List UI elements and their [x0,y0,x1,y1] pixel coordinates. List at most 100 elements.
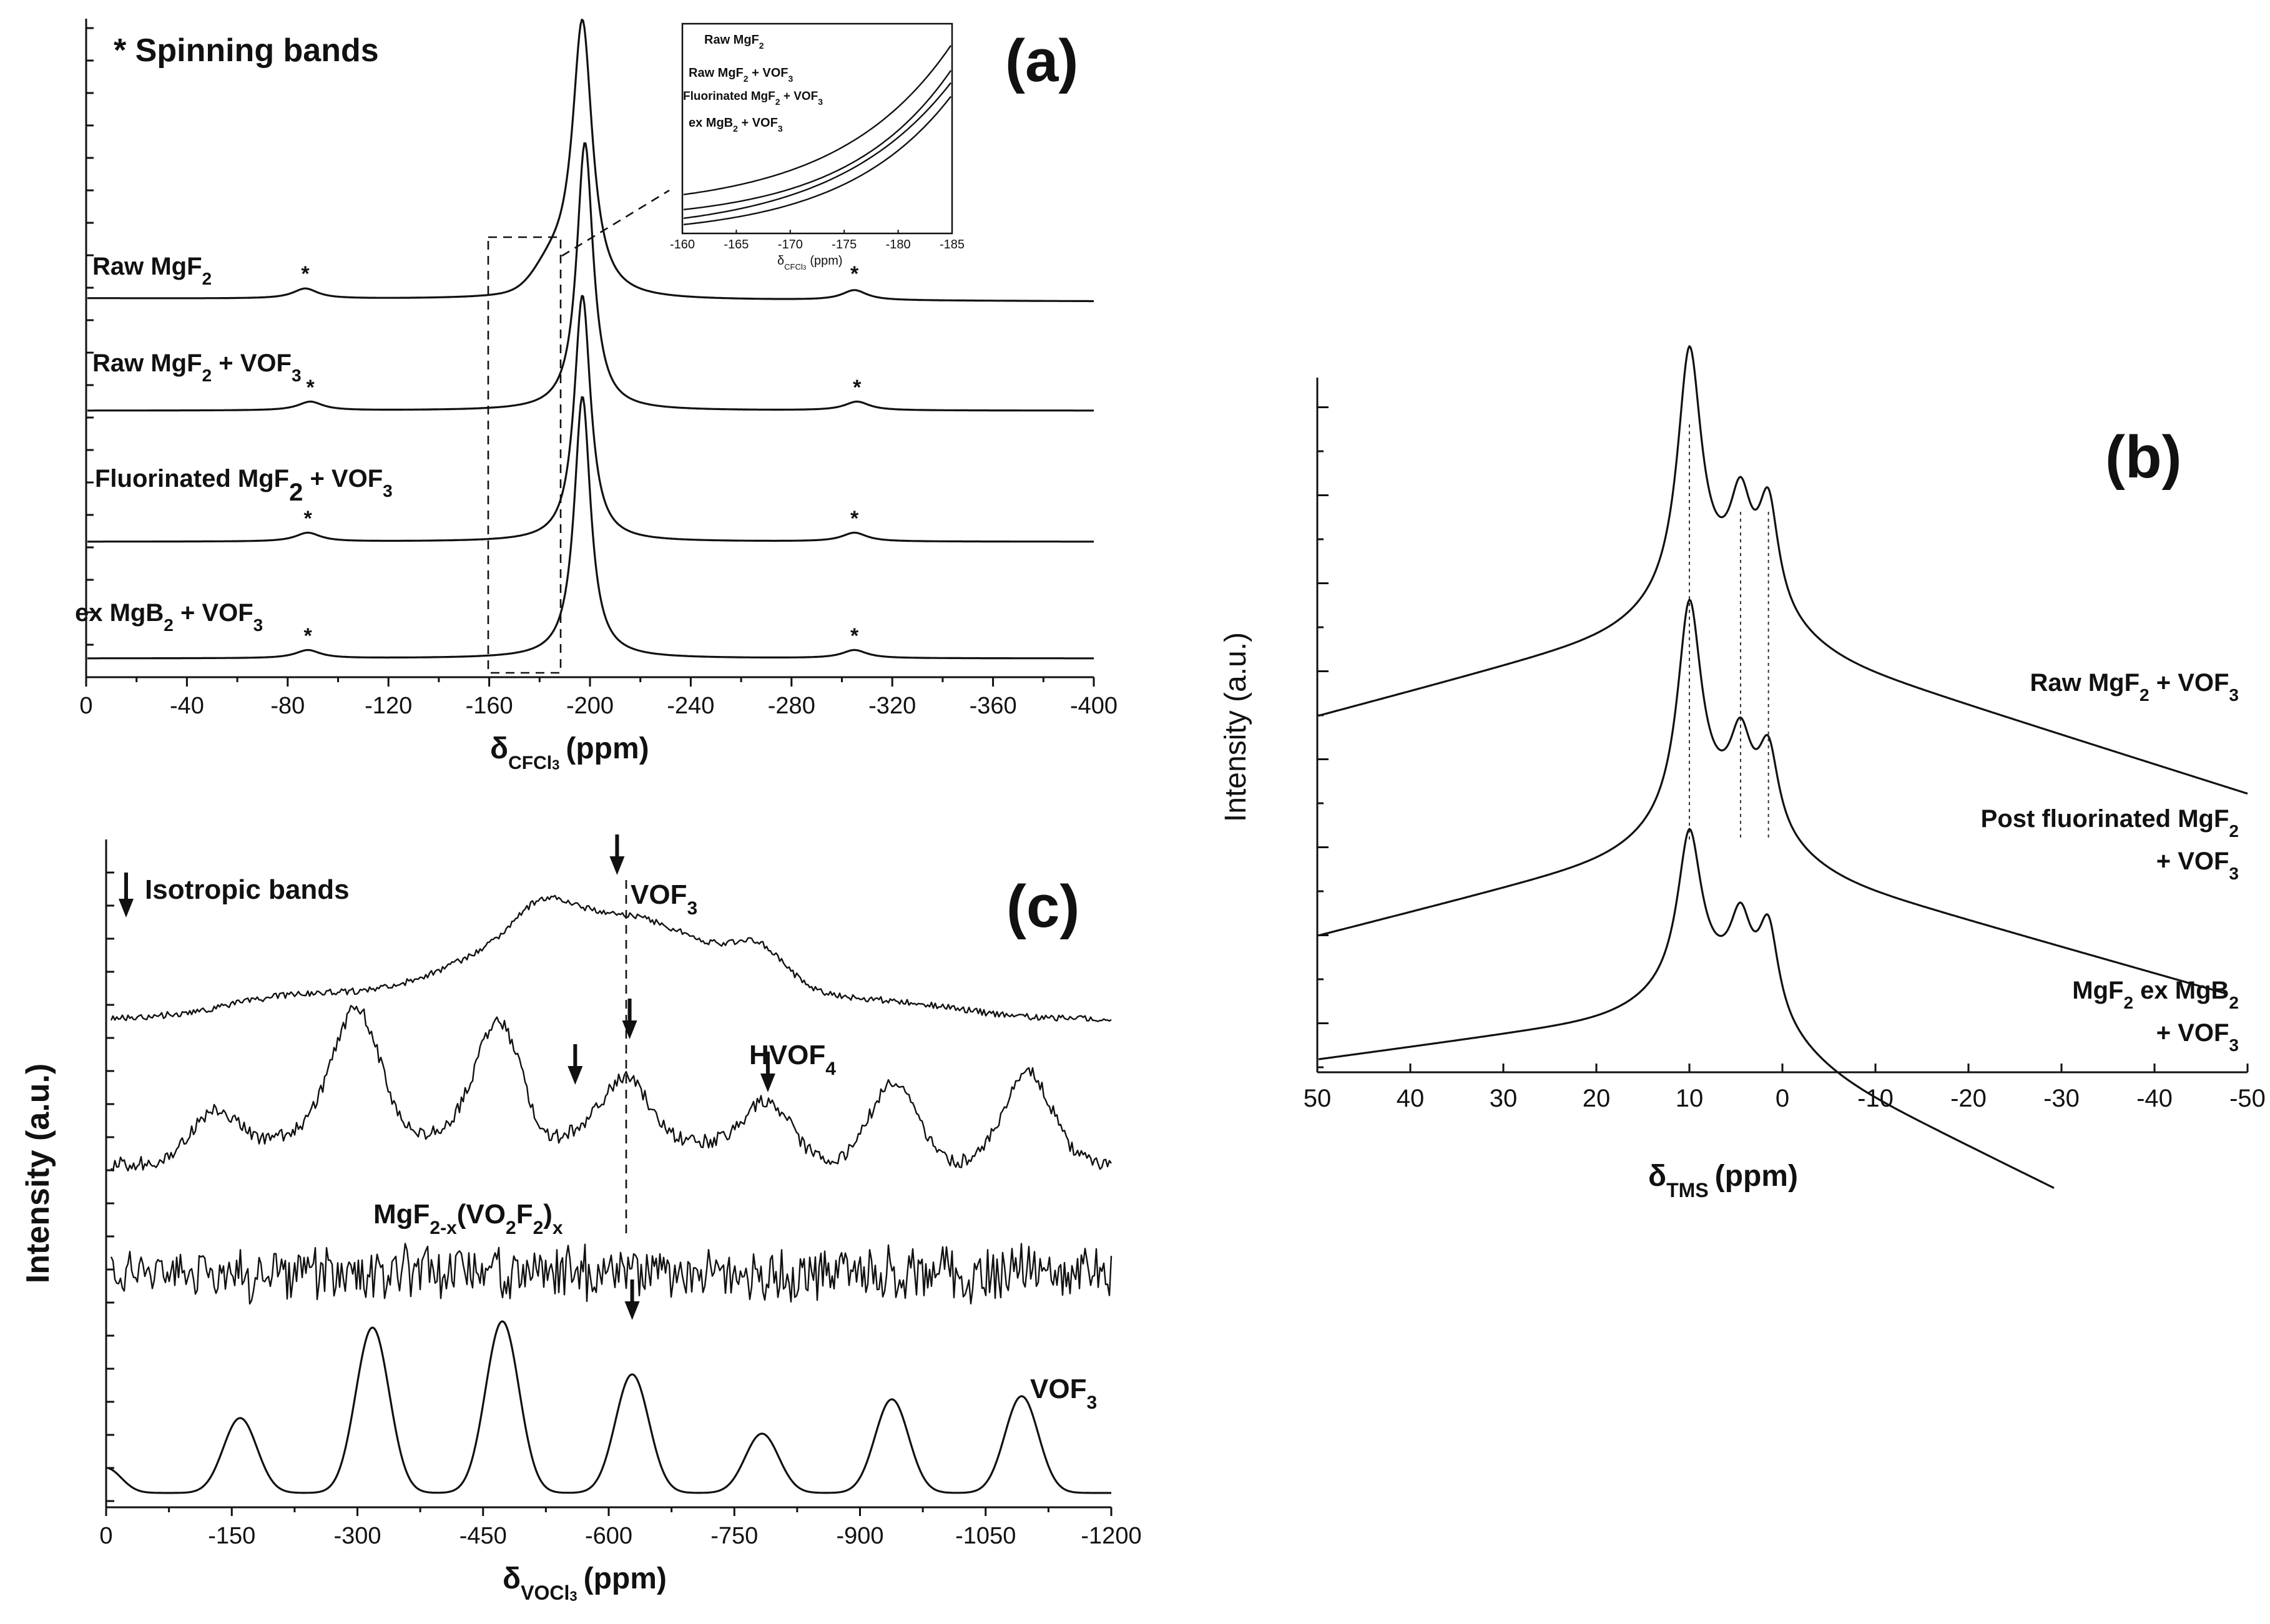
panel-a-x-tick-label: -320 [868,693,916,719]
panel-a-x-tick-label: -280 [768,693,815,719]
panel-c-x-tick-label: -600 [585,1523,632,1549]
inset-x-tick-label: -170 [778,238,803,252]
panel-b-label-ex-mgb2-2: + VOF3 [2156,1019,2239,1055]
isotropic-band-arrow-icon [624,1279,640,1320]
panel-b-label-raw: Raw MgF2 + VOF3 [2030,669,2239,705]
panel-c-x-tick-label: 0 [99,1523,112,1549]
panel-c-label-vof3-top: VOF3 [631,879,697,919]
panel-b-y-label: Intensity (a.u.) [1219,632,1252,822]
panel-b-x-tick-label: -40 [2136,1085,2173,1112]
panel-a-label-fluorinated: Fluorinated MgF2 + VOF3 [95,465,393,506]
panel-b-x-tick-label: 20 [1583,1085,1611,1112]
inset-trace-2 [683,70,951,210]
panel-c-x-tick-label: -150 [208,1523,255,1549]
isotropic-band-arrow-icon [119,873,134,917]
inset-legend-2: Raw MgF2 + VOF3 [689,66,793,84]
panel-a-label: (a) [1005,27,1078,94]
panel-a-inset: -160 -165 -170 -175 -180 -185 Raw MgF2 Raw Mg… [670,22,965,271]
panel-b-x-tick-label: 10 [1676,1085,1704,1112]
isotropic-band-arrow-icon [622,999,637,1039]
panel-a-x-tick-label: -200 [566,693,614,719]
panel-b-label-post-fluorinated-1: Post fluorinated MgF2 [1981,805,2239,841]
panel-c-x-tick-label: -300 [333,1523,381,1549]
inset-trace-1 [683,45,951,195]
panel-a-x-tick-label: -360 [970,693,1017,719]
inset-x-tick-label: -160 [670,238,695,252]
panel-b-label: (b) [2105,424,2182,491]
spinning-band-marker: * [850,507,859,531]
panel-a-x-tick-label: -40 [170,693,204,719]
spinning-bands-note: * Spinning bands [114,32,379,69]
panel-b-x-tick-label: 30 [1490,1085,1518,1112]
panel-b-x-tick-label: -20 [1950,1085,1987,1112]
panel-a-x-tick-label: -160 [466,693,513,719]
panel-c-x-tick-label: -1050 [955,1523,1016,1549]
panel-c-y-label: Intensity (a.u.) [20,1064,56,1283]
panel-b-trace-3 [1318,828,2055,1189]
panel-b-x-label: δTMS (ppm) [1648,1160,1798,1201]
spinning-band-marker: * [301,262,310,286]
panel-a-zoom-connector [561,189,670,257]
panel-a-x-tick-label: -120 [365,693,412,719]
spinning-band-marker: * [850,624,859,648]
panel-a-x-label: δCFCl3 (ppm) [490,732,649,773]
panel-b-x-tick-label: 40 [1397,1085,1425,1112]
isotropic-band-arrow-icon [609,834,625,875]
spinning-band-marker: * [303,507,312,531]
inset-trace-4 [683,95,951,225]
panel-c-label: (c) [1006,873,1079,940]
inset-x-tick-label: -175 [832,238,857,252]
panel-c-label-hvof4: HVOF4 [749,1040,836,1079]
panel-a-trace-3 [87,295,1094,543]
panel-b-label-post-fluorinated-2: + VOF3 [2156,848,2239,883]
panel-a-x-tick-label: 0 [79,693,92,719]
panel-b-x-tick-label: 0 [1776,1085,1789,1112]
inset-trace-3 [683,82,951,219]
inset-x-tick-label: -165 [724,238,749,252]
panel-a-x-tick-label: -400 [1070,693,1118,719]
panel-b-x-tick-label: -50 [2229,1085,2266,1112]
panel-b-label-ex-mgb2-1: MgF2 ex MgB2 [2072,977,2239,1012]
spinning-band-marker: * [850,262,859,286]
panel-c-x-tick-label: -450 [459,1523,507,1549]
panel-a-x-tick-label: -240 [667,693,714,719]
panel-b: 50 40 30 20 10 0 -10 -20 -30 -40 -50 (b) Intensity… [1219,345,2266,1201]
inset-x-tick-label: -185 [940,238,965,252]
panel-c-x-tick-label: -750 [710,1523,758,1549]
panel-a-trace-2 [87,142,1094,412]
spinning-band-marker: * [303,624,312,648]
isotropic-band-arrow-icon [568,1044,583,1085]
panel-b-trace-1 [1318,345,2248,795]
panel-b-x-tick-label: 50 [1304,1085,1332,1112]
inset-legend-3: Fluorinated MgF2 + VOF3 [683,90,823,107]
panel-c-x-label: δVOCl3(ppm) [503,1562,667,1604]
spinning-band-marker: * [853,376,862,399]
panel-c-trace-vof3-top [110,894,1112,1022]
panel-a-trace-4 [87,396,1094,660]
panel-a-label-raw-mgf2: Raw MgF2 [92,253,212,288]
panel-a-label-raw-mgf2-vof3: Raw MgF2 + VOF3 [92,350,302,385]
inset-x-tick-label: -180 [886,238,911,252]
panel-a-label-ex-mgb2: ex MgB2 + VOF3 [75,599,263,635]
panel-c-trace-mgf2x [110,1243,1113,1305]
panel-c-trace-hvof4 [111,1005,1112,1172]
panel-c-label-vof3-bottom: VOF3 [1030,1374,1097,1413]
panel-a: 0 -40 -80 -120 -160 -200 -240 -280 -320 -360 -400 … [75,18,1118,773]
panel-c-label-mgf2x: MgF2-x(VO2F2)x [373,1199,563,1238]
inset-legend-1: Raw MgF2 [704,33,764,51]
panel-c-trace-vof3-bottom [108,1320,1111,1494]
panel-a-trace-1 [87,18,1094,303]
panel-b-trace-2 [1318,599,2228,995]
panel-b-x-tick-label: -30 [2043,1085,2080,1112]
panel-c-x-tick-label: -900 [836,1523,883,1549]
inset-legend-4: ex MgB2 + VOF3 [689,116,783,134]
panel-c: 0 -150 -300 -450 -600 -750 -900 -1050 -1200 (c) … [20,834,1142,1604]
inset-frame [681,22,953,235]
isotropic-band-arrow-icon [760,1052,775,1092]
spinning-band-marker: * [306,376,315,399]
panel-a-x-tick-label: -80 [270,693,305,719]
panel-c-x-tick-label: -1200 [1081,1523,1141,1549]
isotropic-bands-note: Isotropic bands [145,874,350,905]
inset-x-label: δCFCl3(ppm) [777,254,843,271]
